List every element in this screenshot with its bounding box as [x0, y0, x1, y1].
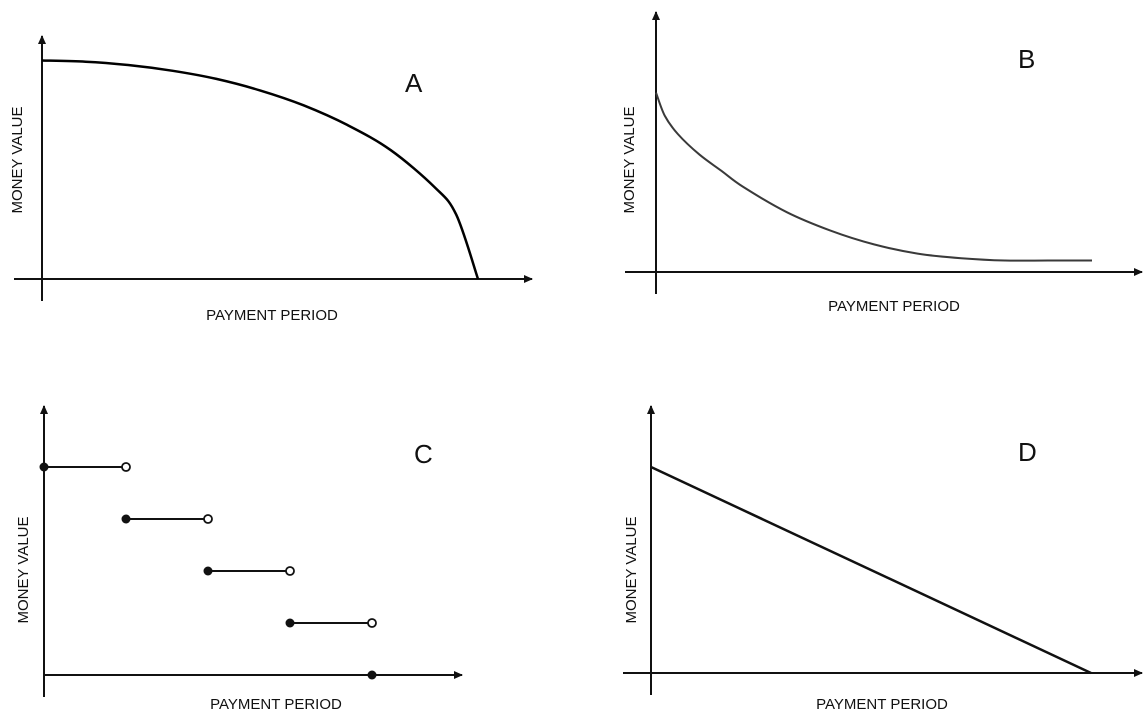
y-axis-label: MONEY VALUE — [15, 517, 32, 624]
chart-panel-b: B PAYMENT PERIOD MONEY VALUE — [621, 11, 1143, 315]
open-endpoint — [285, 566, 295, 576]
panel-letter: B — [1018, 44, 1035, 74]
panel-letter: A — [405, 68, 423, 98]
series-line — [655, 92, 1092, 262]
open-endpoint — [203, 514, 213, 524]
closed-endpoint — [285, 618, 295, 628]
final-point — [367, 670, 377, 680]
x-axis-label: PAYMENT PERIOD — [828, 298, 960, 315]
chart-panel-c: C PAYMENT PERIOD MONEY VALUE — [15, 405, 463, 713]
closed-endpoint — [39, 462, 49, 472]
chart-panel-d: D PAYMENT PERIOD MONEY VALUE — [623, 405, 1143, 713]
panel-letter: C — [414, 439, 433, 469]
open-endpoint — [121, 462, 131, 472]
x-axis-label: PAYMENT PERIOD — [816, 696, 948, 713]
series-line — [41, 59, 480, 280]
series-line — [650, 465, 1092, 675]
closed-endpoint — [203, 566, 213, 576]
y-axis-label: MONEY VALUE — [9, 107, 26, 214]
x-axis-label: PAYMENT PERIOD — [210, 696, 342, 713]
closed-endpoint — [121, 514, 131, 524]
open-endpoint — [367, 618, 377, 628]
y-axis-label: MONEY VALUE — [623, 517, 640, 624]
x-axis-label: PAYMENT PERIOD — [206, 307, 338, 324]
panel-letter: D — [1018, 437, 1037, 467]
y-axis-label: MONEY VALUE — [621, 107, 638, 214]
chart-panel-a: A PAYMENT PERIOD MONEY VALUE — [9, 35, 533, 324]
